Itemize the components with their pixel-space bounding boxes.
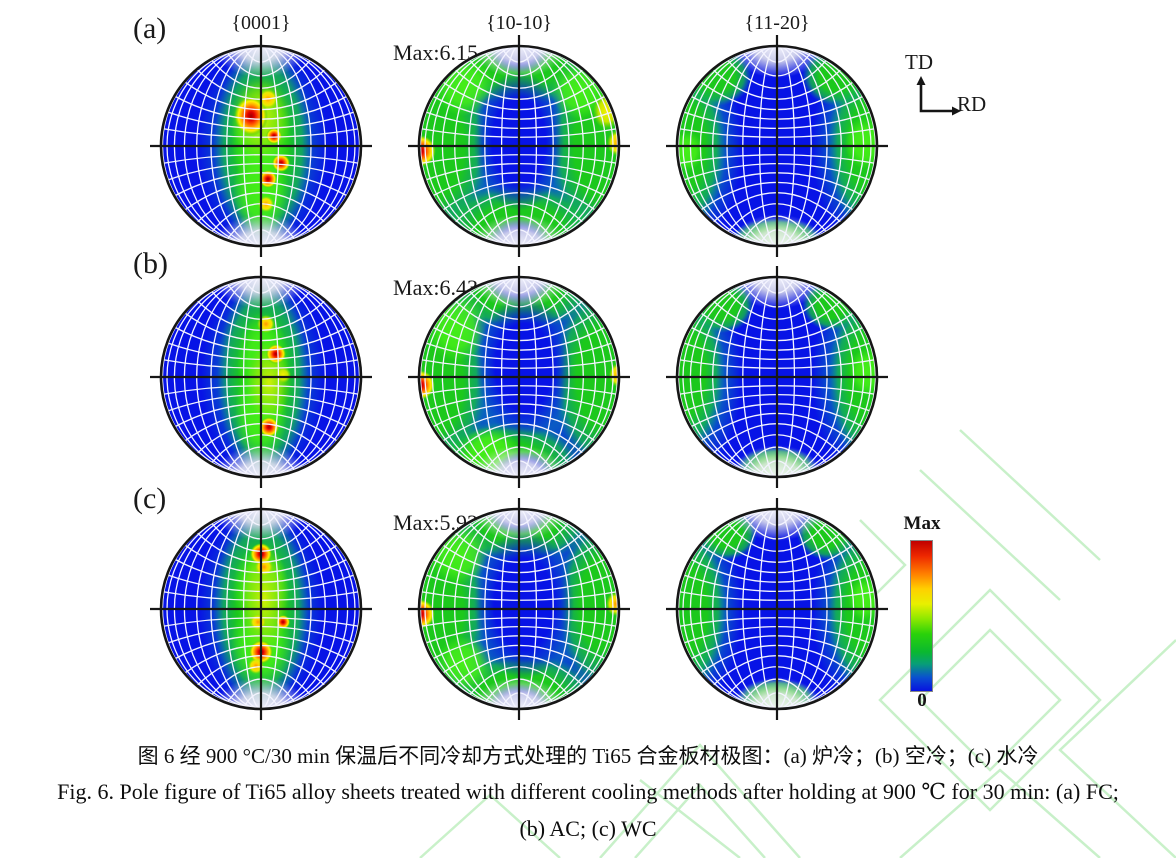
pole-figure-plot (408, 498, 630, 720)
pole-figure-b-1010 (404, 262, 634, 492)
row-label-c: (c) (133, 482, 167, 515)
caption-english-line2: (b) AC; (c) WC (519, 816, 657, 841)
watermark-pattern (419, 429, 1176, 858)
td-label: TD (905, 50, 933, 74)
pole-figure-b-1120 (662, 262, 892, 492)
pole-figure-a-1120 (662, 31, 892, 261)
row-label-a: (a) (133, 12, 167, 45)
colorbar-gradient (910, 540, 933, 692)
pole-figure-plot (150, 35, 372, 257)
pole-figure-a-1010 (404, 31, 634, 261)
pole-figure-plot (150, 498, 372, 720)
pole-figure-plot (666, 498, 888, 720)
caption-english-line1: Fig. 6. Pole figure of Ti65 alloy sheets… (57, 779, 1119, 804)
row-label-b: (b) (133, 247, 168, 280)
pole-figure-c-0001 (146, 494, 376, 724)
rd-label: RD (957, 92, 987, 116)
column-title-0001: {0001} (231, 12, 291, 34)
pole-figure-a-0001 (146, 31, 376, 261)
pole-figure-c-1010 (404, 494, 634, 724)
pole-figure-plot (666, 266, 888, 488)
pole-figure-plot (666, 35, 888, 257)
pole-figure-plot (408, 266, 630, 488)
column-title-1120: {11-20} (744, 12, 810, 34)
column-title-1010: {10-10} (486, 12, 552, 34)
pole-figure-c-1120 (662, 494, 892, 724)
max-label-a: Max:6.15 (393, 40, 478, 65)
colorbar-zero-label: 0 (917, 690, 927, 711)
pole-figure-plot (150, 266, 372, 488)
pole-figure-plot (408, 35, 630, 257)
caption-chinese: 图 6 经 900 °C/30 min 保温后不同冷却方式处理的 Ti65 合金… (137, 744, 1039, 768)
colorbar-max-label: Max (903, 513, 941, 534)
pole-figure-b-0001 (146, 262, 376, 492)
axis-arrows-icon (916, 76, 961, 116)
